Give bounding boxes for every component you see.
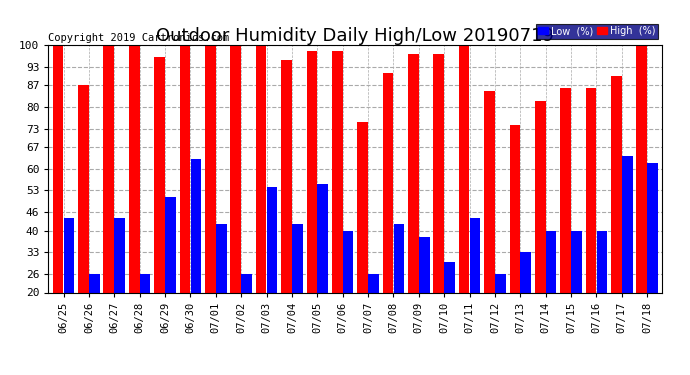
Bar — [520, 252, 531, 292]
Bar — [281, 60, 292, 292]
Bar — [368, 274, 379, 292]
Bar — [433, 54, 444, 292]
Bar — [63, 218, 75, 292]
Bar — [306, 51, 317, 292]
Bar — [292, 224, 303, 292]
Bar — [104, 45, 114, 292]
Bar — [636, 45, 647, 292]
Bar — [216, 224, 226, 292]
Bar — [586, 88, 596, 292]
Bar — [484, 92, 495, 292]
Bar — [622, 156, 633, 292]
Bar — [89, 274, 99, 292]
Bar — [459, 45, 469, 292]
Legend: Low  (%), High  (%): Low (%), High (%) — [535, 24, 658, 39]
Bar — [241, 274, 252, 292]
Bar — [205, 45, 216, 292]
Bar — [332, 51, 342, 292]
Bar — [317, 184, 328, 292]
Bar — [470, 218, 480, 292]
Bar — [611, 76, 622, 292]
Bar — [560, 88, 571, 292]
Bar — [115, 218, 125, 292]
Bar — [647, 163, 658, 292]
Bar — [393, 224, 404, 292]
Bar — [165, 196, 176, 292]
Bar — [343, 231, 353, 292]
Bar — [444, 262, 455, 292]
Bar — [546, 231, 556, 292]
Bar — [571, 231, 582, 292]
Bar — [266, 188, 277, 292]
Bar — [230, 45, 241, 292]
Bar — [495, 274, 506, 292]
Bar — [140, 274, 150, 292]
Bar — [78, 85, 89, 292]
Bar — [383, 73, 393, 292]
Bar — [597, 231, 607, 292]
Bar — [155, 57, 165, 292]
Title: Outdoor Humidity Daily High/Low 20190719: Outdoor Humidity Daily High/Low 20190719 — [157, 27, 554, 45]
Text: Copyright 2019 Cartronics.com: Copyright 2019 Cartronics.com — [48, 33, 230, 42]
Bar — [256, 45, 266, 292]
Bar — [357, 122, 368, 292]
Bar — [509, 125, 520, 292]
Bar — [179, 45, 190, 292]
Bar — [190, 159, 201, 292]
Bar — [408, 54, 419, 292]
Bar — [419, 237, 430, 292]
Bar — [129, 45, 139, 292]
Bar — [535, 101, 546, 292]
Bar — [52, 45, 63, 292]
